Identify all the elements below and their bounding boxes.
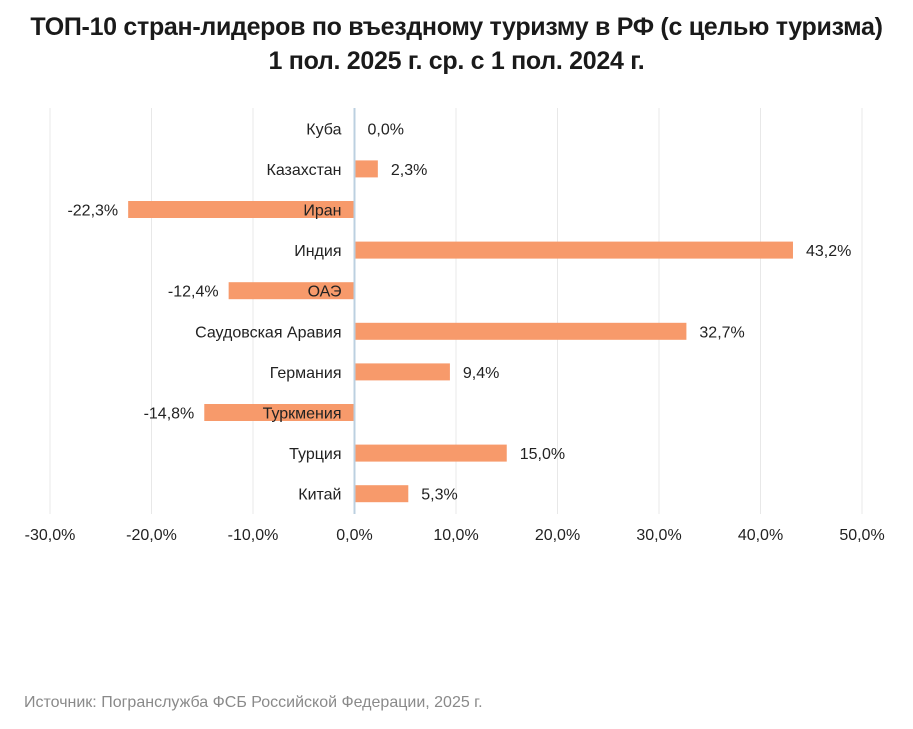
category-label: Китай <box>298 487 341 504</box>
data-label: 5,3% <box>421 487 457 504</box>
x-tick-label: 20,0% <box>535 527 580 544</box>
data-label: -12,4% <box>168 284 219 301</box>
bar <box>228 282 355 300</box>
source-note: Источник: Погранслужба ФСБ Российской Фе… <box>24 694 483 711</box>
category-label: Казахстан <box>267 162 342 179</box>
x-tick-label: 0,0% <box>336 527 372 544</box>
x-tick-label: 30,0% <box>636 527 681 544</box>
bar <box>354 363 450 381</box>
category-label: Турция <box>289 446 341 463</box>
x-tick-label: 40,0% <box>738 527 783 544</box>
x-tick-label: 10,0% <box>433 527 478 544</box>
data-label: 9,4% <box>463 365 499 382</box>
data-label: 2,3% <box>391 162 427 179</box>
bar <box>354 160 378 178</box>
category-label: Иран <box>303 203 341 220</box>
data-label: 0,0% <box>368 121 404 138</box>
bar <box>354 241 793 259</box>
category-label: Индия <box>294 243 341 260</box>
category-label: Саудовская Аравия <box>195 324 341 341</box>
category-label: Куба <box>306 121 341 138</box>
bar <box>128 201 355 218</box>
data-label: 32,7% <box>699 324 744 341</box>
x-tick-label: -10,0% <box>228 527 279 544</box>
bar <box>354 485 409 503</box>
chart-title-line2: 1 пол. 2025 г. ср. с 1 пол. 2024 г. <box>268 47 645 75</box>
chart-title: ТОП-10 стран-лидеров по въездному туризм… <box>0 10 913 78</box>
x-tick-label: 50,0% <box>839 527 884 544</box>
data-label: -14,8% <box>144 406 195 423</box>
data-label: -22,3% <box>67 203 118 220</box>
category-label: Туркмения <box>263 406 342 423</box>
bar <box>354 322 687 340</box>
category-label: Германия <box>270 365 342 382</box>
data-label: 43,2% <box>806 243 851 260</box>
bar <box>204 404 355 421</box>
category-label: ОАЭ <box>308 284 342 301</box>
bar <box>354 444 507 462</box>
data-label: 15,0% <box>520 446 565 463</box>
x-tick-label: -30,0% <box>25 527 76 544</box>
x-tick-label: -20,0% <box>126 527 177 544</box>
chart-title-line1: ТОП-10 стран-лидеров по въездному туризм… <box>30 13 883 41</box>
